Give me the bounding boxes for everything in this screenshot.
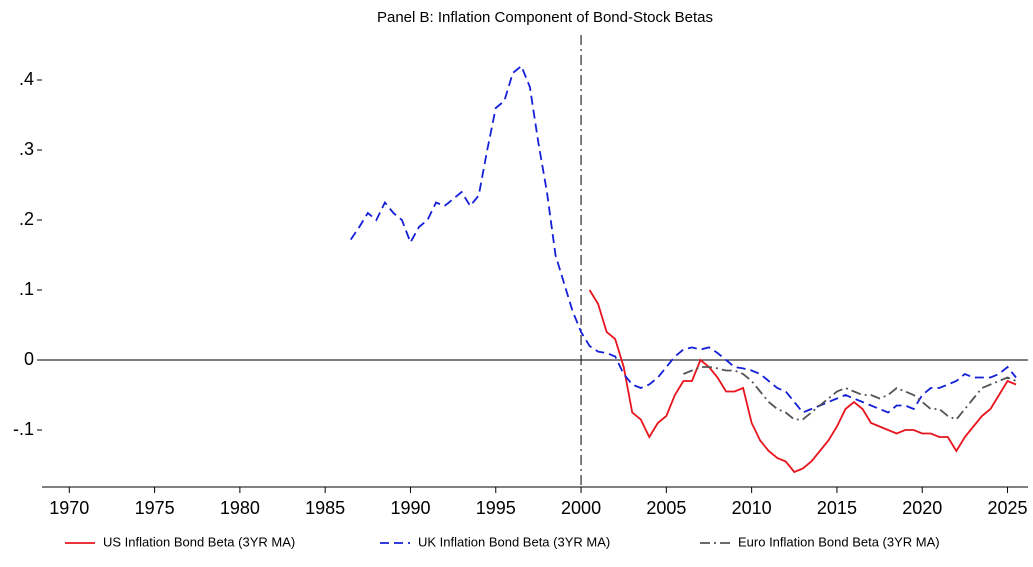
legend-label: Euro Inflation Bond Beta (3YR MA) [738,534,940,549]
x-tick-label: 1975 [135,498,175,518]
series-line [350,64,1017,414]
x-tick-label: 2005 [646,498,686,518]
y-tick-label: .1 [19,279,34,299]
y-tick-label: .2 [19,209,34,229]
x-tick-label: 2020 [902,498,942,518]
x-tick-label: 1980 [220,498,260,518]
series-line [683,366,1017,421]
y-tick-label: 0 [24,349,34,369]
y-tick-label: .3 [19,139,34,159]
x-tick-label: 1985 [305,498,345,518]
chart-title: Panel B: Inflation Component of Bond-Sto… [377,9,713,26]
x-tick-label: 2000 [561,498,601,518]
x-tick-label: 2010 [732,498,772,518]
series-line [588,289,1017,474]
x-tick-label: 2015 [817,498,857,518]
x-tick-label: 1990 [390,498,430,518]
legend-label: UK Inflation Bond Beta (3YR MA) [418,534,610,549]
x-tick-label: 1995 [476,498,516,518]
legend-label: US Inflation Bond Beta (3YR MA) [103,534,295,549]
y-tick-label: .4 [19,69,34,89]
x-tick-label: 2025 [988,498,1028,518]
y-tick-label: -.1 [13,419,34,439]
x-tick-label: 1970 [49,498,89,518]
